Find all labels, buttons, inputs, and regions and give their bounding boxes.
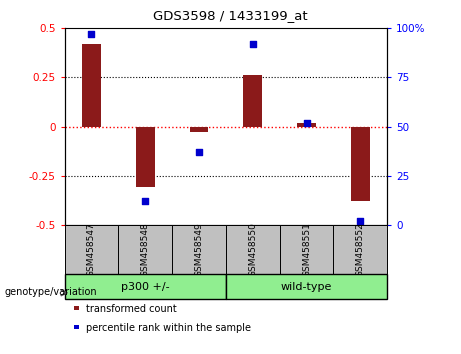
- Text: GSM458547: GSM458547: [87, 222, 96, 277]
- Bar: [226, 274, 387, 299]
- Text: GSM458549: GSM458549: [195, 222, 203, 277]
- Bar: [280, 225, 333, 274]
- Text: GDS3598 / 1433199_at: GDS3598 / 1433199_at: [153, 9, 308, 22]
- Text: p300 +/-: p300 +/-: [121, 282, 170, 292]
- Bar: [82, 44, 101, 126]
- Bar: [351, 126, 370, 201]
- Bar: [65, 274, 226, 299]
- Bar: [297, 122, 316, 126]
- Bar: [74, 306, 79, 310]
- Bar: [243, 75, 262, 126]
- Bar: [118, 225, 172, 274]
- Text: GSM458551: GSM458551: [302, 222, 311, 277]
- Text: GSM458552: GSM458552: [356, 222, 365, 277]
- Text: percentile rank within the sample: percentile rank within the sample: [86, 323, 251, 333]
- Point: [303, 120, 310, 125]
- Point: [142, 198, 149, 204]
- Text: transformed count: transformed count: [86, 304, 177, 314]
- Bar: [333, 225, 387, 274]
- Bar: [226, 225, 280, 274]
- Bar: [65, 225, 118, 274]
- Bar: [189, 126, 208, 132]
- Bar: [136, 126, 154, 188]
- Point: [357, 218, 364, 224]
- Text: GSM458550: GSM458550: [248, 222, 257, 277]
- Bar: [74, 325, 79, 329]
- Text: GSM458548: GSM458548: [141, 222, 150, 277]
- Text: genotype/variation: genotype/variation: [5, 287, 97, 297]
- Text: wild-type: wild-type: [281, 282, 332, 292]
- Point: [249, 41, 256, 47]
- Point: [195, 149, 203, 155]
- Bar: [172, 225, 226, 274]
- Point: [88, 32, 95, 37]
